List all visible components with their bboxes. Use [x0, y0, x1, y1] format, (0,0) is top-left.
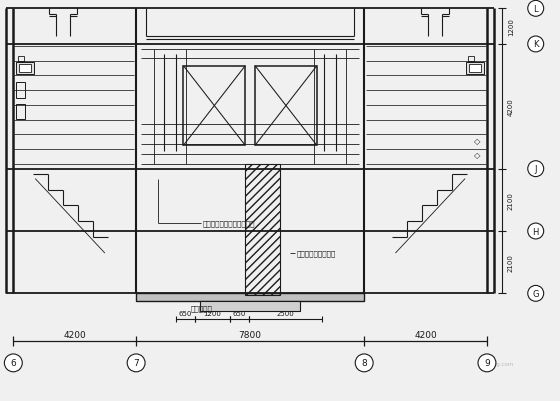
Text: 1200: 1200 [203, 310, 221, 316]
Ellipse shape [127, 354, 145, 372]
Bar [184, 67, 245, 146]
Text: K: K [533, 41, 539, 49]
Text: H: H [533, 227, 539, 236]
Bar [200, 302, 300, 312]
Bar [245, 164, 280, 296]
Text: G: G [533, 289, 539, 298]
Bar [255, 67, 317, 146]
Text: ◇: ◇ [474, 137, 480, 146]
Bar [466, 63, 484, 75]
Text: 6: 6 [11, 358, 16, 367]
Text: 1200: 1200 [508, 18, 514, 36]
Text: 650: 650 [178, 310, 192, 316]
Text: 4200: 4200 [414, 330, 437, 339]
Bar [468, 57, 474, 62]
Text: 2100: 2100 [508, 253, 514, 271]
Text: 4200: 4200 [508, 98, 514, 116]
Ellipse shape [528, 223, 544, 239]
Text: 十五层以下全都拆除: 十五层以下全都拆除 [297, 250, 337, 257]
Ellipse shape [4, 354, 22, 372]
Bar [19, 65, 31, 73]
Text: ◇: ◇ [474, 151, 480, 160]
Text: 新增梁位置: 新增梁位置 [191, 304, 213, 311]
Text: 650: 650 [232, 310, 246, 316]
Bar [16, 63, 34, 75]
Ellipse shape [528, 37, 544, 53]
Ellipse shape [355, 354, 373, 372]
Text: 2100: 2100 [508, 191, 514, 209]
Bar [18, 57, 24, 62]
Text: zhulong.com: zhulong.com [479, 361, 515, 367]
Ellipse shape [478, 354, 496, 372]
Ellipse shape [528, 1, 544, 17]
Ellipse shape [528, 161, 544, 177]
Text: 4200: 4200 [63, 330, 86, 339]
Text: 7800: 7800 [239, 330, 262, 339]
Bar [469, 65, 481, 73]
Bar [16, 83, 25, 98]
Text: 7: 7 [133, 358, 139, 367]
Text: 8: 8 [361, 358, 367, 367]
Text: 2500: 2500 [276, 310, 294, 316]
Text: 此区域原混凝土板人工凿除: 此区域原混凝土板人工凿除 [203, 220, 255, 227]
Text: 9: 9 [484, 358, 490, 367]
Text: J: J [534, 165, 537, 174]
Bar [136, 294, 364, 302]
Text: L: L [534, 5, 538, 14]
Bar [16, 104, 25, 120]
Ellipse shape [528, 286, 544, 302]
